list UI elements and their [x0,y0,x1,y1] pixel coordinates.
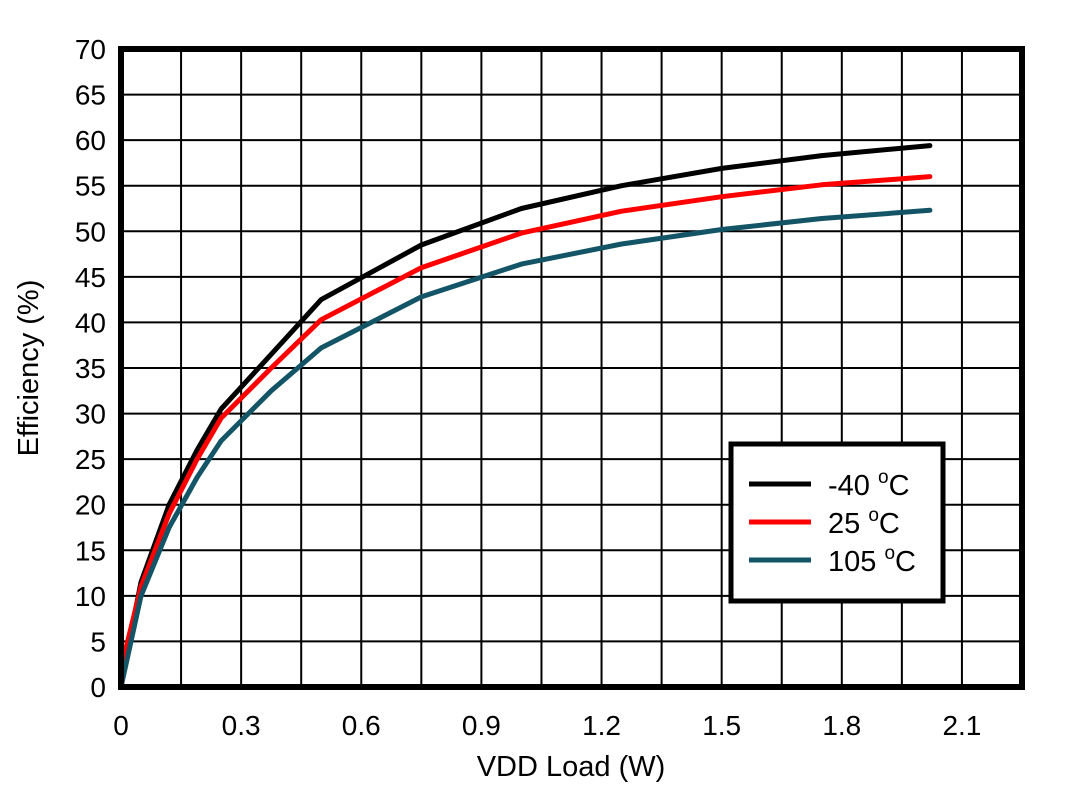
y-tick-label: 50 [75,216,106,247]
x-tick-label: 1.5 [702,710,741,741]
y-tick-label: 35 [75,353,106,384]
legend-label: 25 oC [828,505,900,540]
x-tick-label: 2.1 [942,710,981,741]
y-tick-label: 25 [75,444,106,475]
y-tick-label: 15 [75,535,106,566]
plot-frame [118,46,1025,690]
series-line [118,207,933,690]
y-tick-label: 30 [75,399,106,430]
y-tick-label: 65 [75,80,106,111]
legend-label: 105 oC [828,543,916,578]
series-line [118,143,933,685]
x-tick-label: 0.6 [342,710,381,741]
y-tick-label: 45 [75,262,106,293]
legend-label: -40 oC [828,467,910,502]
y-tick-label: 0 [90,672,106,703]
series-line [118,174,933,672]
y-tick-label: 20 [75,490,106,521]
y-axis-title: Efficiency (%) [13,280,45,457]
y-tick-label: 10 [75,581,106,612]
x-tick-label: 1.2 [582,710,621,741]
data-series [118,143,933,690]
x-tick-label: 1.8 [822,710,861,741]
y-tick-label: 60 [75,125,106,156]
y-tick-label: 70 [75,34,106,65]
x-tick-label: 0.9 [462,710,501,741]
x-axis-ticks: 0 0.3 0.6 0.9 1.2 1.5 1.8 2.1 [113,710,981,741]
y-axis-ticks: 0 5 10 15 20 25 30 35 40 45 50 55 60 65 70 [75,34,106,703]
y-tick-label: 5 [90,626,106,657]
y-tick-label: 55 [75,171,106,202]
x-tick-label: 0 [113,710,129,741]
x-tick-label: 0.3 [222,710,261,741]
y-tick-label: 40 [75,307,106,338]
x-axis-title: VDD Load (W) [477,751,666,783]
